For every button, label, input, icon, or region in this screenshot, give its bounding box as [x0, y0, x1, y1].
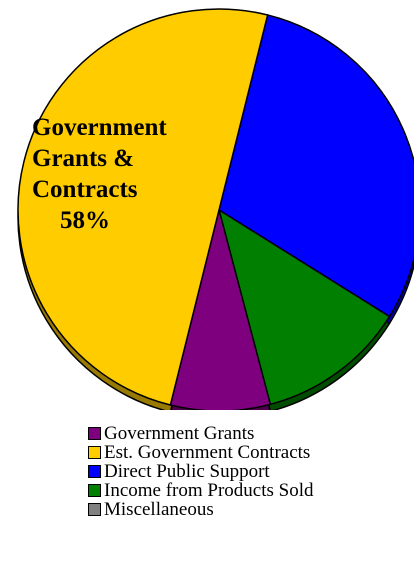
legend-swatch [88, 446, 101, 459]
legend-item-direct-public-support: Direct Public Support [88, 462, 408, 481]
annotation-percent: 58% [60, 207, 110, 234]
legend-item-government-grants: Government Grants [88, 424, 408, 443]
annotation-line-2: Grants & [32, 145, 135, 172]
pie-slice-est-government-contracts [17, 8, 269, 406]
annotation-line-3: Contracts [32, 176, 138, 203]
legend-swatch [88, 427, 101, 440]
legend-label: Government Grants [104, 423, 255, 444]
legend-label: Income from Products Sold [104, 480, 314, 501]
legend-item-est-government-contracts: Est. Government Contracts [88, 443, 408, 462]
legend-swatch [88, 503, 101, 516]
legend-label: Est. Government Contracts [104, 442, 311, 463]
legend-label: Direct Public Support [104, 461, 270, 482]
legend-swatch [88, 484, 101, 497]
pie-slice-direct-public-support [218, 14, 414, 318]
legend-label: Miscellaneous [104, 499, 214, 520]
legend-swatch [88, 465, 101, 478]
chart-legend: Government Grants Est. Government Contra… [88, 424, 408, 519]
annotation-line-1: Government [32, 114, 167, 141]
pie-slice-income-from-products-sold [217, 208, 391, 406]
chart-annotation: Government Grants & Contracts 58% [32, 112, 252, 236]
pie-chart [17, 8, 414, 410]
legend-item-miscellaneous: Miscellaneous [88, 500, 408, 519]
legend-item-income-from-products-sold: Income from Products Sold [88, 481, 408, 500]
pie-slice-government-grants [169, 209, 272, 410]
